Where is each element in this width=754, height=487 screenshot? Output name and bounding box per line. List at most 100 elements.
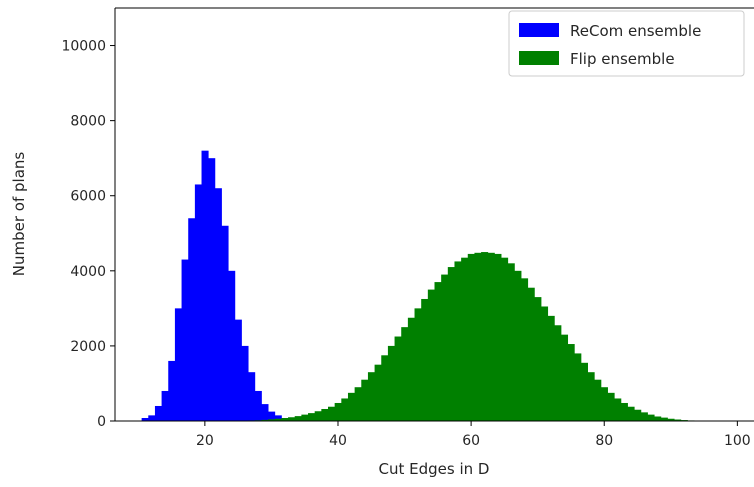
flip-bar-45 [367,372,375,421]
flip-bar-40 [334,402,342,421]
flip-bar-42 [347,392,356,421]
y-tick-label-2000: 2000 [70,339,106,355]
x-tick-label-100: 100 [724,433,751,449]
recom-bars [141,150,322,422]
flip-bar-31 [274,418,282,421]
flip-bar-64 [494,253,502,421]
flip-bar-80 [600,387,608,421]
flip-bar-76 [574,353,582,421]
flip-bar-85 [634,409,642,421]
legend-label-flip: Flip ensemble [570,50,675,68]
flip-bar-70 [534,297,542,421]
x-tick-label-80: 80 [595,433,613,449]
flip-bar-46 [374,364,382,421]
legend-swatch-flip [519,51,559,65]
flip-bar-56 [441,274,449,421]
flip-bar-62 [481,252,489,421]
flip-bar-59 [461,257,469,421]
recom-bar-27 [248,372,256,421]
flip-bar-51 [407,317,415,421]
recom-bar-17 [181,259,189,421]
flip-bar-55 [434,282,442,421]
recom-bar-19 [194,184,202,421]
flip-bar-47 [381,355,389,421]
recom-bar-21 [208,158,216,421]
legend-box [508,10,745,77]
recom-bar-22 [214,188,222,421]
flip-bar-69 [527,287,535,421]
flip-bar-72 [547,315,555,421]
recom-bar-20 [201,150,209,422]
flip-bar-71 [541,306,549,421]
flip-bar-38 [321,408,329,421]
flip-bar-57 [447,267,455,421]
flip-bar-35 [301,414,309,421]
x-tick-label-40: 40 [329,433,347,449]
flip-bar-41 [341,398,349,421]
flip-bar-54 [427,289,435,421]
flip-bars [228,252,695,421]
flip-bar-60 [467,253,475,421]
flip-bar-74 [560,334,569,421]
flip-bar-33 [288,417,296,421]
flip-bar-73 [554,325,562,421]
flip-bar-82 [614,398,622,421]
legend: ReCom ensemble Flip ensemble [508,10,745,77]
axes [114,7,754,422]
flip-bar-39 [328,406,336,421]
flip-bar-67 [514,270,522,421]
recom-bar-11 [141,418,149,421]
recom-bar-25 [234,319,242,421]
recom-bar-28 [254,390,262,421]
x-axis-ticks: 20 40 60 80 100 [196,421,751,449]
recom-bar-13 [154,405,162,421]
flip-bar-83 [620,402,628,421]
y-axis-ticks: 0 2000 4000 6000 8000 10000 [61,39,115,430]
flip-bar-79 [594,379,602,421]
flip-bar-86 [640,412,648,421]
flip-bar-63 [487,252,495,421]
recom-bar-18 [188,218,196,421]
recom-bar-31 [274,415,282,421]
legend-label-recom: ReCom ensemble [570,22,701,40]
x-tick-label-20: 20 [196,433,214,449]
flip-bar-30 [268,419,276,421]
recom-bar-12 [148,415,156,421]
flip-bar-29 [261,419,269,421]
flip-bar-61 [474,252,482,421]
flip-bar-68 [521,278,529,421]
x-axis-label: Cut Edges in D [379,460,490,478]
flip-bar-88 [654,416,662,421]
flip-bar-36 [308,413,316,421]
flip-bar-78 [587,372,595,421]
recom-bar-26 [241,345,249,421]
flip-bar-81 [607,392,615,421]
recom-bar-30 [268,411,276,421]
recom-bar-29 [261,404,269,421]
flip-bar-49 [394,336,402,421]
legend-swatch-recom [519,23,559,37]
flip-bar-43 [354,387,362,421]
recom-bar-14 [161,390,169,421]
flip-bar-53 [421,298,429,421]
flip-bar-91 [674,419,682,421]
flip-bar-90 [667,418,675,421]
flip-bar-52 [414,308,422,421]
flip-bar-84 [627,406,635,421]
flip-bar-37 [314,411,322,421]
recom-bar-24 [228,270,236,421]
y-tick-label-8000: 8000 [70,114,106,130]
flip-bar-77 [580,362,588,421]
y-tick-label-4000: 4000 [70,264,106,280]
flip-bar-50 [401,327,409,421]
recom-bar-23 [221,225,229,421]
recom-bar-16 [174,308,182,421]
y-tick-label-10000: 10000 [61,39,106,55]
y-tick-label-0: 0 [97,414,106,430]
flip-bar-58 [454,261,462,421]
flip-bar-48 [387,345,395,421]
flip-bar-34 [294,416,302,421]
x-tick-label-60: 60 [462,433,480,449]
flip-bar-66 [507,263,515,421]
flip-bar-75 [567,344,575,421]
